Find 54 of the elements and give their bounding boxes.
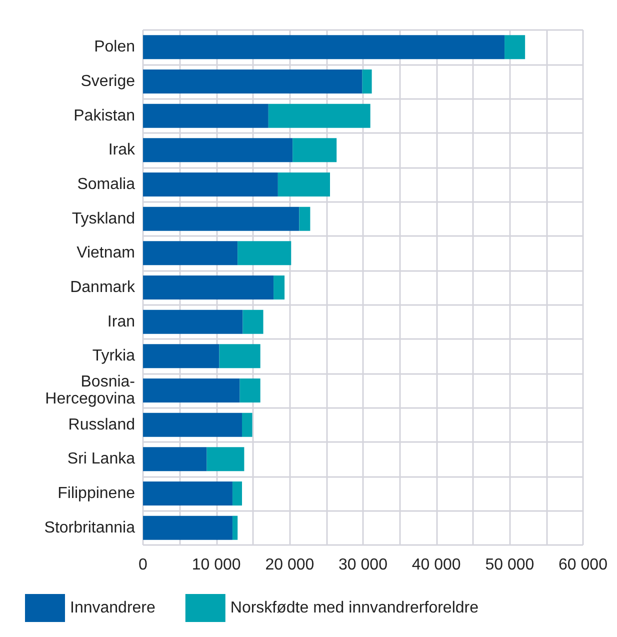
y-tick-label: Sverige xyxy=(80,73,136,90)
bar xyxy=(143,344,220,368)
bar xyxy=(232,481,242,506)
y-tick-label: Tyrkia xyxy=(92,348,136,365)
y-tick-label: Danmark xyxy=(70,279,136,296)
bar xyxy=(143,138,293,162)
bar xyxy=(504,35,526,60)
y-tick-label: Storbritannia xyxy=(44,519,136,536)
x-tick-label: 20 000 xyxy=(265,556,314,574)
y-tick-label: Russland xyxy=(68,416,135,434)
y-tick-label: Polen xyxy=(94,38,135,56)
bar xyxy=(299,206,310,231)
bar xyxy=(143,69,362,94)
legend-label: Norskfødte med innvandrerforeldre xyxy=(230,600,479,616)
x-tick-label: 60 000 xyxy=(558,556,608,574)
bar xyxy=(143,275,274,300)
bar xyxy=(143,310,243,334)
bar xyxy=(143,447,207,472)
x-tick-label: 40 000 xyxy=(412,556,461,574)
bar xyxy=(219,344,260,368)
x-tick-label: 30 000 xyxy=(338,556,388,574)
x-tick-label: 50 000 xyxy=(485,556,534,574)
bar xyxy=(238,241,292,266)
y-tick-label: Filippinene xyxy=(58,485,136,502)
bar xyxy=(268,104,370,128)
bar xyxy=(143,241,238,266)
y-tick-label: Vietnam xyxy=(76,244,135,262)
bar xyxy=(240,378,260,403)
bar xyxy=(143,378,240,403)
y-tick-label: Bosnia-Hercegovina xyxy=(45,374,136,408)
bar xyxy=(232,516,238,540)
bar xyxy=(278,172,330,197)
y-tick-label: Tyskland xyxy=(72,210,135,228)
x-tick-label: 0 xyxy=(138,556,148,574)
legend-label: Innvandrere xyxy=(70,600,156,616)
y-tick-label: Pakistan xyxy=(74,107,135,124)
y-tick-label: Irak xyxy=(108,142,136,159)
bar xyxy=(143,516,232,540)
bar xyxy=(143,35,505,60)
bar xyxy=(242,412,252,437)
bar xyxy=(143,172,278,197)
x-tick-label: 10 000 xyxy=(192,556,241,574)
bar xyxy=(143,104,268,128)
bar xyxy=(143,481,232,506)
y-tick-label: Somalia xyxy=(77,176,136,193)
bar xyxy=(206,447,244,472)
bar xyxy=(362,69,372,94)
bar xyxy=(143,206,300,231)
y-tick-label: Sri Lanka xyxy=(67,450,136,468)
y-tick-label: Iran xyxy=(107,313,135,330)
bar xyxy=(292,138,337,162)
bar xyxy=(242,310,264,334)
bar xyxy=(143,412,242,437)
bar xyxy=(274,275,285,300)
